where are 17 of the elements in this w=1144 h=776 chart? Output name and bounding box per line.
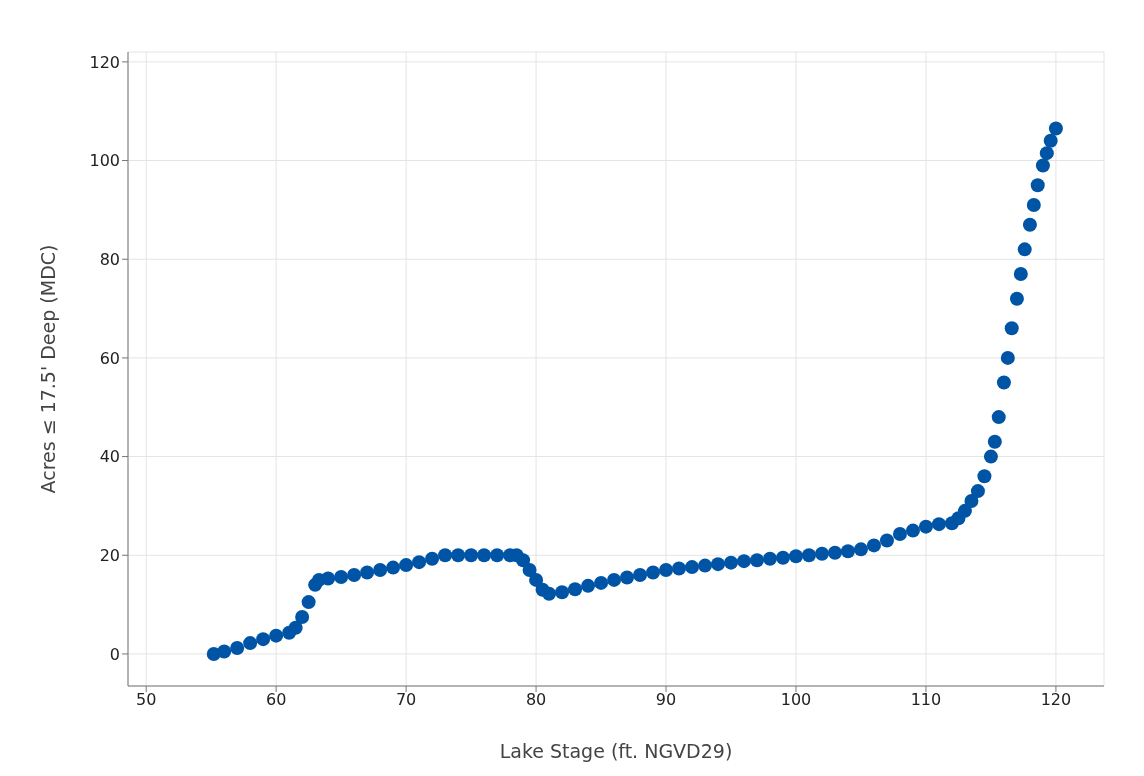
x-tick-label: 80 [525,690,547,710]
y-tick-label: 60 [99,348,120,368]
x-tick-label: 60 [265,690,287,710]
y-tick-label: 40 [99,447,120,467]
x-tick-label: 50 [136,690,157,710]
x-axis-title: Lake Stage (ft. NGVD29) [499,740,733,762]
x-tick-label: 120 [1040,690,1072,710]
y-tick-label: 100 [89,151,120,171]
x-tick-label: 70 [395,690,417,710]
y-tick-label: 120 [89,52,120,72]
y-axis-title: Acres ≤ 17.5' Deep (MDC) [36,244,59,494]
y-tick-label: 20 [99,545,120,565]
x-tick-label: 110 [910,690,942,710]
x-tick-label: 90 [655,690,677,710]
y-tick-label: 80 [99,249,120,269]
y-tick-label: 0 [109,644,120,664]
x-tick-label: 100 [780,690,812,710]
